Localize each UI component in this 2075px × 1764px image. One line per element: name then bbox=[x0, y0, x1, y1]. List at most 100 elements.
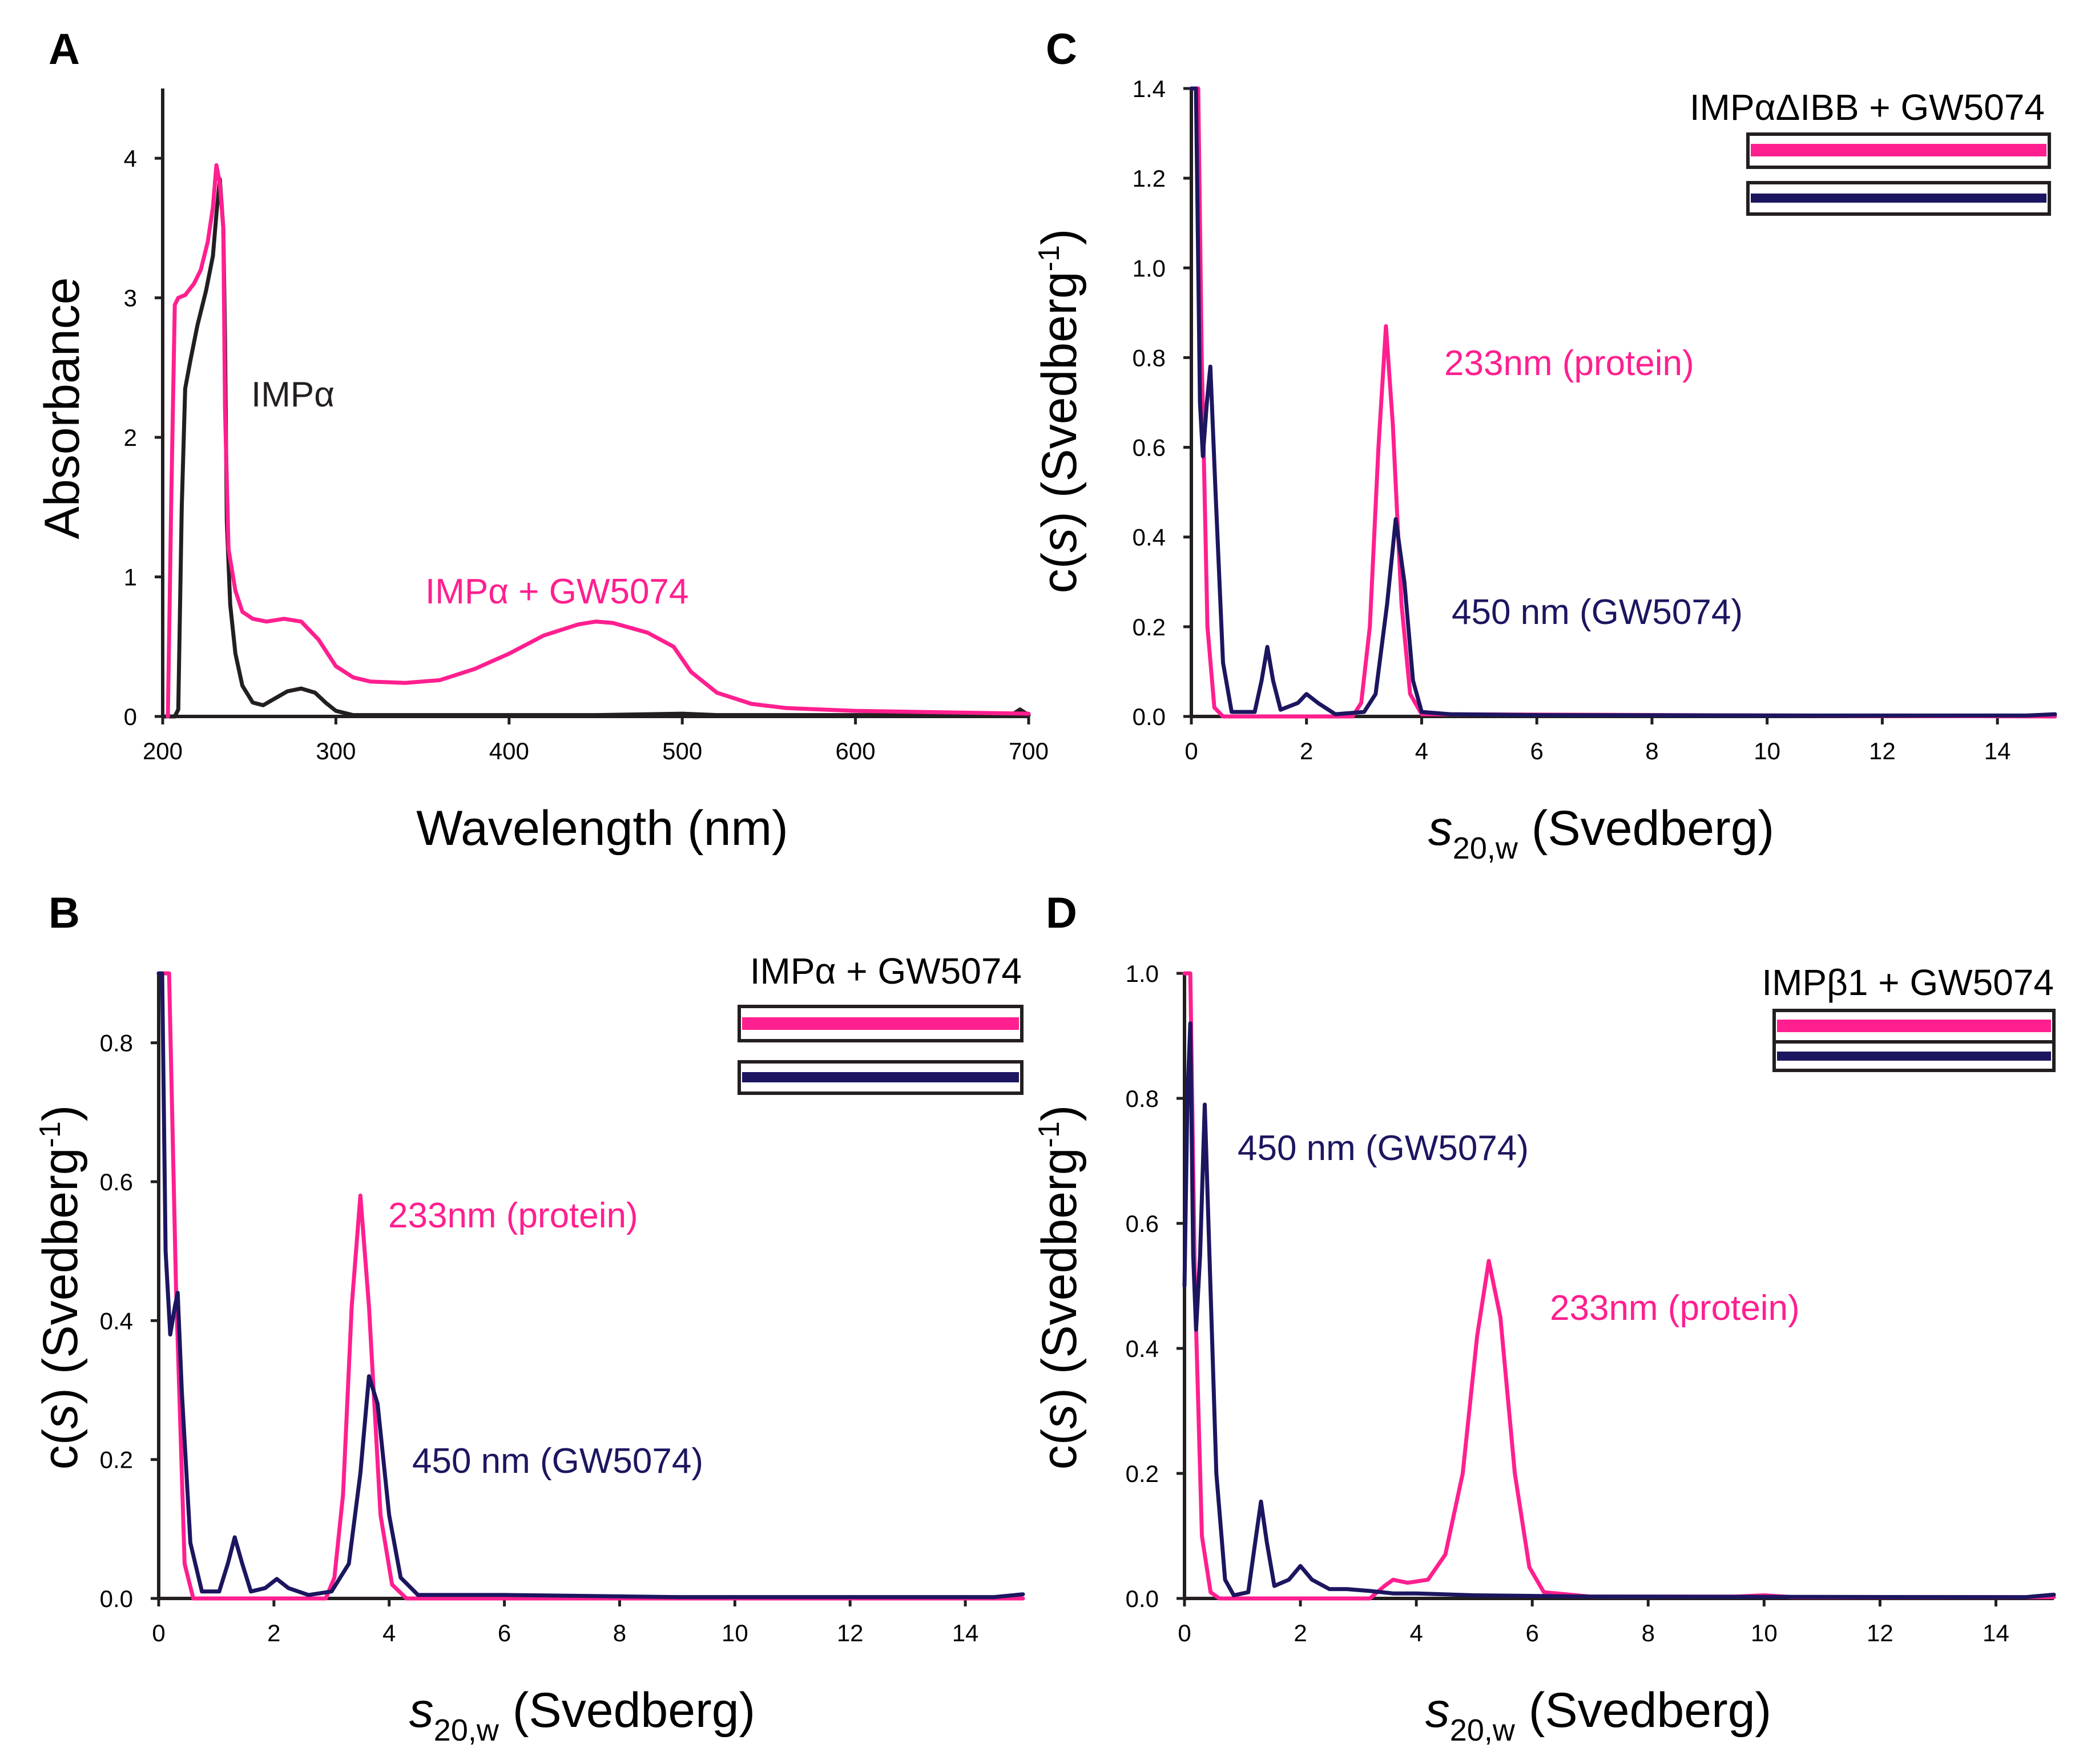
y-axis-title-d-sup: -1 bbox=[1033, 1121, 1066, 1147]
y-tick-label-c: 1.0 bbox=[1133, 255, 1166, 281]
residual-trace-navy-b bbox=[742, 1072, 1019, 1082]
inset-title-c: IMPαΔIBB + GW5074 bbox=[1690, 87, 2045, 128]
x-tick-label-c: 8 bbox=[1645, 738, 1658, 764]
series-line-b-0 bbox=[156, 971, 1025, 1601]
y-axis-title-d-pre: c( bbox=[1032, 1428, 1087, 1469]
y-axis-title-a: Absorbance bbox=[35, 277, 90, 539]
x-axis-title-b-sub: 20,w bbox=[434, 1713, 499, 1747]
tick-labels-b: 0 2 4 6 8 10 12 14 0.0 0.2 0.4 0.6 0.8 bbox=[100, 1030, 979, 1646]
x-tick-label-a: 200 bbox=[143, 738, 183, 764]
y-tick-label-c: 0.8 bbox=[1133, 344, 1166, 371]
series-line-b-1 bbox=[156, 971, 1025, 1600]
y-axis-title-c-close: ) bbox=[1032, 229, 1087, 245]
y-axis-title-d-post: ) (Svedberg bbox=[1032, 1147, 1087, 1404]
y-tick-label-a: 0 bbox=[124, 703, 137, 730]
x-axis-title-b-rest: (Svedberg) bbox=[499, 1683, 755, 1738]
y-tick-label-d: 1.0 bbox=[1126, 960, 1159, 987]
panel-b: B 0 2 4 6 8 10 12 140.00.20.40.60.8 s20,w (Sved… bbox=[33, 889, 1025, 1747]
annotation-impa: IMPα bbox=[251, 375, 335, 414]
y-tick-label-c: 0.2 bbox=[1133, 614, 1166, 641]
y-tick-label-d: 0.2 bbox=[1126, 1460, 1159, 1487]
x-tick-label-b: 12 bbox=[837, 1620, 864, 1646]
x-tick-label-c: 2 bbox=[1300, 738, 1313, 764]
annotation-c-450nm: 450 nm (GW5074) bbox=[1452, 593, 1743, 632]
y-tick-label-d: 0.4 bbox=[1126, 1335, 1159, 1362]
panel-letter-a: A bbox=[49, 25, 80, 74]
x-tick-label-b: 14 bbox=[952, 1620, 979, 1646]
y-tick-label-b: 0.6 bbox=[100, 1169, 133, 1195]
series-line-a-0 bbox=[160, 177, 1031, 719]
inset-title-b: IMPα + GW5074 bbox=[750, 951, 1022, 992]
residual-trace-magenta-b bbox=[742, 1017, 1019, 1030]
x-axis-title-d-s: s bbox=[1425, 1683, 1450, 1738]
x-axis-title-c-rest: (Svedberg) bbox=[1518, 801, 1774, 856]
tick-labels-d: 0 2 4 6 8 10 12 14 0.0 0.2 0.4 0.6 0.8 1.0 bbox=[1126, 960, 2009, 1646]
tick-labels-c: 0 2 4 6 8 10 12 14 0.0 0.2 0.4 0.6 0.8 1.0 1.2 1.4 bbox=[1133, 75, 2011, 764]
residual-inset-b bbox=[738, 1005, 1024, 1095]
y-axis-title-c-post: ) (Svedberg bbox=[1032, 271, 1087, 527]
y-axis-title-b-post: ) (Svedberg bbox=[33, 1147, 88, 1404]
y-axis-title-b-sup: -1 bbox=[34, 1121, 67, 1147]
y-axis-title-c-pre: c( bbox=[1032, 552, 1087, 593]
y-axis-title-d: c(s) (Svedberg-1) bbox=[1032, 1105, 1087, 1470]
y-tick-label-b: 0.8 bbox=[100, 1030, 133, 1057]
x-tick-label-c: 10 bbox=[1754, 738, 1780, 764]
panel-letter-b: B bbox=[49, 889, 80, 937]
x-axis-title-c-sub: 20,w bbox=[1453, 831, 1518, 865]
x-tick-label-a: 700 bbox=[1009, 738, 1049, 764]
residual-trace-magenta-d bbox=[1777, 1020, 2051, 1032]
panel-c: C 0 2 4 6 8 10 12 140.00.20.40.60.81.01.21.4 s2… bbox=[1032, 25, 2057, 865]
y-axis-title-c: c(s) (Svedberg-1) bbox=[1032, 229, 1087, 594]
y-tick-label-d: 0.8 bbox=[1126, 1085, 1159, 1112]
series-line-c-0 bbox=[1189, 86, 2057, 719]
x-axis-title-b: s20,w (Svedberg) bbox=[409, 1683, 755, 1747]
y-tick-label-c: 1.4 bbox=[1133, 75, 1166, 102]
x-tick-label-b: 4 bbox=[382, 1620, 396, 1646]
y-tick-label-b: 0.4 bbox=[100, 1307, 133, 1334]
x-axis-title-c-s: s bbox=[1428, 801, 1453, 856]
x-axis-title-d: s20,w (Svedberg) bbox=[1425, 1683, 1771, 1747]
y-tick-label-b: 0.2 bbox=[100, 1447, 133, 1473]
x-axis-title-c: s20,w (Svedberg) bbox=[1428, 801, 1774, 865]
x-tick-label-d: 6 bbox=[1526, 1620, 1539, 1646]
x-tick-label-d: 0 bbox=[1178, 1620, 1191, 1646]
y-axis-title-b-pre: c( bbox=[33, 1428, 88, 1469]
y-tick-label-a: 3 bbox=[124, 285, 137, 312]
y-tick-label-a: 4 bbox=[124, 145, 137, 172]
annotation-b-233nm: 233nm (protein) bbox=[388, 1196, 638, 1235]
series-line-c-1 bbox=[1189, 86, 2057, 718]
series-line-a-1 bbox=[166, 163, 1031, 719]
x-tick-label-d: 8 bbox=[1642, 1620, 1655, 1646]
y-tick-label-b: 0.0 bbox=[100, 1585, 133, 1612]
x-axis-title-b-s: s bbox=[409, 1683, 434, 1738]
residual-trace-magenta-c bbox=[1751, 144, 2046, 156]
x-axis-title-a: Wavelength (nm) bbox=[416, 801, 788, 856]
x-tick-label-c: 14 bbox=[1984, 738, 2011, 764]
x-tick-label-b: 2 bbox=[267, 1620, 280, 1646]
x-tick-label-d: 10 bbox=[1751, 1620, 1778, 1646]
x-tick-label-c: 0 bbox=[1184, 738, 1198, 764]
y-axis-title-c-sup: -1 bbox=[1033, 245, 1066, 271]
x-tick-label-a: 300 bbox=[316, 738, 356, 764]
x-tick-label-d: 12 bbox=[1867, 1620, 1893, 1646]
y-tick-label-a: 1 bbox=[124, 564, 137, 591]
x-tick-label-b: 0 bbox=[152, 1620, 165, 1646]
x-tick-label-b: 10 bbox=[722, 1620, 748, 1646]
annotation-d-450nm: 450 nm (GW5074) bbox=[1238, 1129, 1529, 1168]
panel-letter-d: D bbox=[1046, 889, 1077, 937]
x-tick-label-b: 8 bbox=[613, 1620, 626, 1646]
x-tick-label-d: 14 bbox=[1983, 1620, 2009, 1646]
series-b bbox=[156, 971, 1025, 1601]
x-tick-label-d: 4 bbox=[1409, 1620, 1423, 1646]
y-tick-label-c: 1.2 bbox=[1133, 165, 1166, 192]
x-tick-label-c: 4 bbox=[1415, 738, 1428, 764]
x-tick-label-a: 600 bbox=[836, 738, 876, 764]
y-tick-label-c: 0.4 bbox=[1133, 524, 1166, 551]
x-tick-label-c: 12 bbox=[1869, 738, 1896, 764]
y-tick-label-c: 0.0 bbox=[1133, 703, 1166, 730]
y-axis-title-b-s: s bbox=[33, 1404, 88, 1429]
residual-trace-navy-c bbox=[1751, 194, 2046, 203]
series-c bbox=[1189, 86, 2057, 719]
x-tick-label-d: 2 bbox=[1294, 1620, 1307, 1646]
